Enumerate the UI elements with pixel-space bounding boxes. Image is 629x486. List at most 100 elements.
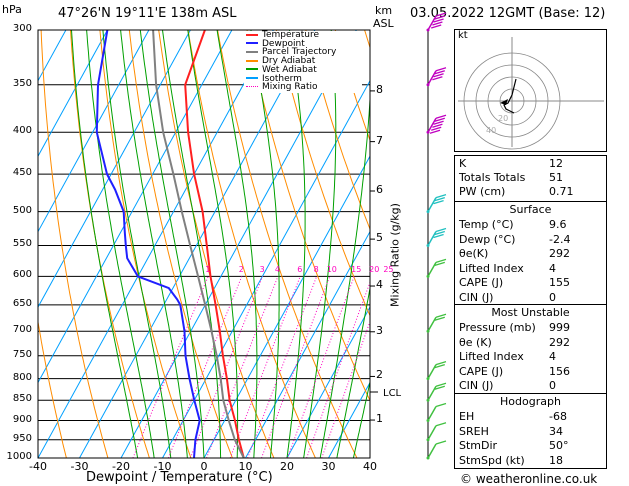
wind-barb-flag [432,123,443,128]
mixing-ratio-label: 2 [238,265,244,275]
hodograph-row: EH -68 [459,410,602,424]
plot-frame [37,29,371,459]
temperature-tick-label: -40 [29,460,47,473]
surface-title: Surface [509,203,552,216]
wet-adiabat [250,30,280,458]
mixing-ratio-label: 6 [297,265,303,275]
isotherm [245,230,370,458]
credit-text: © weatheronline.co.uk [460,472,598,486]
height-unit-km: km [375,4,393,17]
wind-barb-flag [435,313,447,318]
legend-label: Dewpoint [262,38,305,49]
legend-swatch [246,59,258,62]
pressure-tick-label: 450 [12,167,32,179]
wind-barb [427,316,437,332]
mixing-ratio-line [206,276,279,458]
pressure-tick-label: 500 [12,204,32,216]
temperature-tick-label: 40 [363,460,377,473]
dry-adiabat [246,30,370,402]
legend-swatch [246,86,258,88]
wind-barb-flag [431,24,442,29]
wind-barb-base [426,329,430,333]
mixing-ratio-line [132,276,209,458]
temperature-tick-label: 10 [238,460,253,473]
surface-row-value: 9.6 [549,218,567,231]
wind-barb-flag [429,129,441,134]
surface-row-value: 0 [549,290,556,304]
legend-label: Mixing Ratio [262,82,318,93]
mixing-ratio-label: 1 [205,265,211,275]
surface-row: θe(K) 292 [459,247,602,261]
wind-barb-base [426,210,430,214]
most-unstable-row-value: 999 [549,321,570,334]
hodograph-trace [503,78,517,114]
wind-barb-base [426,274,430,278]
temperature-profile [184,30,245,458]
legend-swatch [246,68,258,71]
legend-label: Parcel Trajectory [262,47,337,58]
mixing-ratio-line [321,320,370,458]
y-axis-label-mixing-ratio: Mixing Ratio (g/kg) [388,203,402,307]
legend-label: Isotherm [262,73,302,84]
height-tick-label: 4 [376,278,383,292]
legend-item: Isotherm [246,73,302,84]
hodograph-row-value: 18 [549,453,563,467]
pressure-tick-label: 950 [12,432,32,444]
legend-swatch [246,42,258,45]
legend-label: Temperature [262,30,320,40]
pressure-tick-label: 800 [12,371,32,383]
wet-adiabat [86,30,155,458]
mixing-ratio-label: 8 [313,265,319,275]
surface-row-label: θe(K) [459,247,489,260]
temperature-tick-label: -10 [153,460,172,473]
wind-barb-base [426,456,430,460]
x-axis-label: Dewpoint / Temperature (°C) [86,470,273,485]
wind-barb-flag [433,73,444,78]
most-unstable-row: θe (K) 292 [459,336,602,350]
isotherm [203,155,370,458]
legend-item: Temperature [246,31,319,40]
hodograph-row-value: 50° [549,439,569,452]
legend-item: Mixing Ratio [246,83,317,92]
legend-swatch [246,77,258,79]
isotherm [38,30,274,458]
station-location: 47°26'N 19°11'E 138m ASL [58,6,237,21]
pressure-tick-label: 600 [12,269,32,281]
most-unstable-row-label: CAPE (J) [459,364,504,378]
wind-barb-flag [435,114,447,119]
wet-adiabat [102,30,172,458]
isotherm [38,30,108,158]
pressure-tick-label: 850 [12,393,32,405]
pressure-tick-label: 900 [12,413,32,425]
wind-barb-flag [434,316,445,321]
most-unstable-row-label: Pressure (mb) [459,321,536,334]
wet-adiabat [336,285,370,458]
surface-row-value: 155 [549,276,570,289]
wind-barb-flag [435,67,447,72]
pressure-tick-label: 700 [12,324,32,336]
wind-barb-flag [435,440,447,445]
isotherm [120,30,357,458]
dry-adiabat [40,30,109,458]
wind-barb-flag [433,233,444,239]
wind-barb [427,197,437,212]
wind-barb-flag [432,76,443,81]
hodograph-row: StmSpd (kt) 18 [459,454,602,468]
dry-adiabat [217,30,358,458]
most-unstable-row-label: Lifted Index [459,350,524,363]
hodograph-row-label: EH [459,410,475,423]
surface-row: CAPE (J) 155 [459,276,602,290]
wind-barb-flag [435,227,447,233]
wind-barb-flag [434,196,445,202]
most-unstable-row: CIN (J) 0 [459,379,602,393]
mixing-ratio-label: 20 [369,265,380,275]
surface-row-value: 292 [549,247,570,260]
surface-row-value: 4 [549,261,556,275]
temperature-tick-label: 0 [200,460,208,473]
legend: Temperature Dewpoint Parcel Trajectory Dry … [244,31,362,93]
index-panel: K 12 Totals Totals 51 PW (cm) 0.71 Surface … [454,155,607,469]
isotherm [79,30,316,458]
most-unstable-row-value: 156 [549,364,570,378]
wind-barb-flag [432,21,443,26]
most-unstable-title: Most Unstable [491,306,570,319]
